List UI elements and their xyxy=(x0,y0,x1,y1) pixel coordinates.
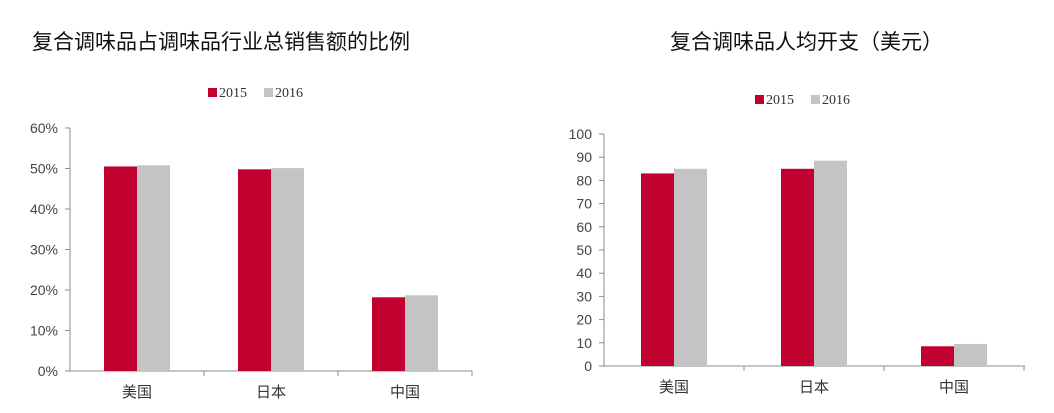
chart-spending-svg: 0 10 20 30 40 50 60 70 80 90 100 美国 日本 中国 2015 2016 xyxy=(569,93,1025,396)
bar-2015-0 xyxy=(104,166,137,371)
bar-2016-2 xyxy=(405,295,438,371)
bar-2016-0 xyxy=(674,168,707,366)
y-tick-label: 20% xyxy=(30,282,58,298)
legend-label: 2016 xyxy=(822,93,850,108)
x-category-label: 美国 xyxy=(122,383,152,401)
chart-panel-share: 复合调味品占调味品行业总销售额的比例 0% 10% 20% 30% 40% 50% 60% 美… xyxy=(30,30,473,401)
y-tick-label: 60% xyxy=(30,120,58,136)
y-tick-label: 30% xyxy=(30,242,58,258)
y-tick-label: 10 xyxy=(576,335,592,351)
chart-panel-spending: 复合调味品人均开支（美元） 0 10 20 30 40 50 60 70 80 90 100 美国 日本… xyxy=(527,0,1054,413)
y-tick-label: 80 xyxy=(576,172,592,188)
y-tick-label: 10% xyxy=(30,323,58,339)
y-tick-label: 30 xyxy=(576,288,592,304)
bar-2016-1 xyxy=(271,168,304,371)
x-category-label: 日本 xyxy=(256,383,286,401)
bar-2016-0 xyxy=(137,165,170,371)
chart-title: 复合调味品占调味品行业总销售额的比例 xyxy=(32,30,410,54)
y-tick-label: 60 xyxy=(576,219,592,235)
chart-title: 复合调味品人均开支（美元） xyxy=(670,30,943,54)
bar-2016-1 xyxy=(814,160,847,366)
bar-2015-1 xyxy=(238,169,271,371)
x-category-label: 美国 xyxy=(659,378,689,396)
legend-swatch xyxy=(264,88,273,97)
legend-swatch xyxy=(811,95,820,104)
legend-swatch xyxy=(208,88,217,97)
bar-2015-2 xyxy=(921,346,954,366)
bar-2015-2 xyxy=(372,297,405,371)
y-tick-label: 100 xyxy=(569,126,593,142)
chart-share-svg: 0% 10% 20% 30% 40% 50% 60% 美国 日本 中国 2015 2016 xyxy=(30,86,473,401)
y-tick-label: 20 xyxy=(576,312,592,328)
legend-label: 2016 xyxy=(275,86,303,101)
y-tick-label: 50 xyxy=(576,242,592,258)
x-category-label: 中国 xyxy=(939,378,969,396)
y-tick-label: 0% xyxy=(38,363,58,379)
legend-label: 2015 xyxy=(766,93,794,108)
bar-2015-0 xyxy=(641,173,674,366)
y-tick-label: 40% xyxy=(30,201,58,217)
y-tick-label: 50% xyxy=(30,161,58,177)
y-tick-label: 40 xyxy=(576,265,592,281)
y-tick-label: 70 xyxy=(576,196,592,212)
y-tick-label: 0 xyxy=(584,358,592,374)
bar-2015-1 xyxy=(781,168,814,366)
x-category-label: 中国 xyxy=(390,383,420,401)
legend-label: 2015 xyxy=(219,86,247,101)
legend-swatch xyxy=(755,95,764,104)
y-tick-label: 90 xyxy=(576,149,592,165)
x-category-label: 日本 xyxy=(799,378,829,396)
bar-2016-2 xyxy=(954,343,987,366)
